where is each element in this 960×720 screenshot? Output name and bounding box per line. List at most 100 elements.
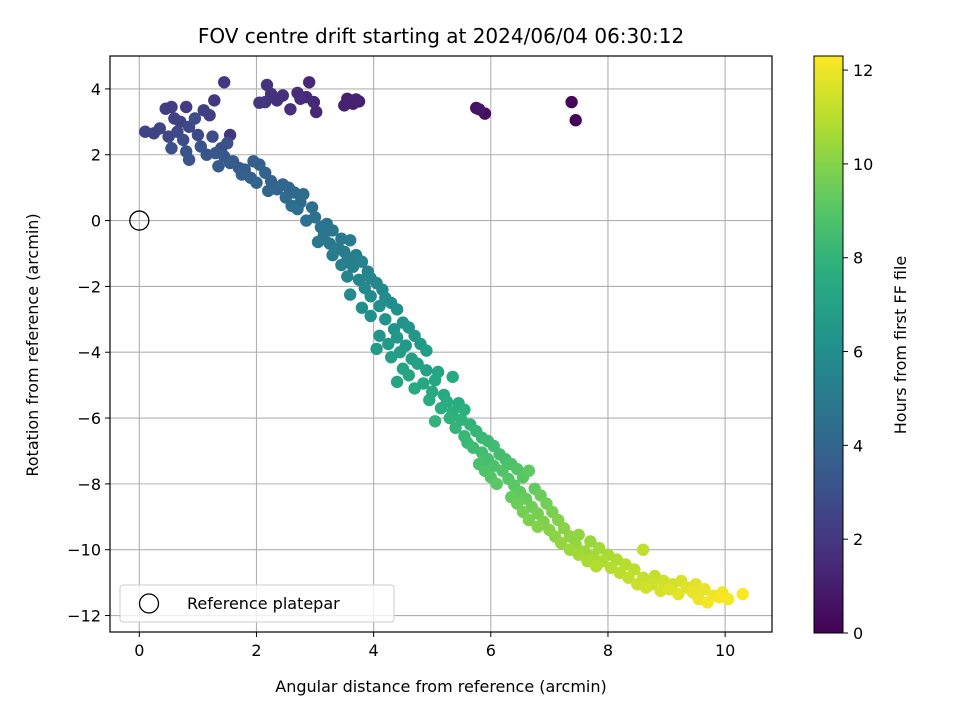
colorbar-tick-label: 2 (853, 530, 863, 549)
data-point (159, 102, 172, 115)
data-point (203, 109, 216, 122)
data-point (221, 137, 234, 150)
data-point (226, 155, 240, 168)
legend-frame (119, 584, 395, 623)
data-point (355, 301, 369, 314)
data-point (569, 114, 582, 127)
data-point (370, 342, 383, 356)
data-point (420, 344, 433, 357)
y-tick-label: −6 (77, 409, 101, 428)
data-point (701, 596, 714, 609)
data-point (446, 370, 459, 384)
data-point (326, 224, 339, 237)
data-point (565, 95, 578, 109)
y-tick-label: −8 (77, 475, 101, 494)
reference-marker-layer (129, 210, 150, 231)
x-tick-label: 8 (603, 641, 613, 660)
data-point (291, 202, 304, 216)
axis-ticks: 0 2 4 6 8 10 4 2 0 −2 −4 −6 −8 −10 −12 (67, 80, 735, 660)
colorbar-ticks: 0 2 4 6 8 10 12 (843, 61, 873, 643)
data-point (636, 543, 650, 556)
data-point (639, 581, 653, 594)
grid-lines (110, 56, 772, 632)
colorbar-tick-label: 8 (853, 249, 863, 268)
data-point (349, 93, 363, 106)
data-point (364, 290, 377, 303)
data-point (390, 303, 404, 316)
data-point (672, 587, 685, 601)
data-point (335, 258, 348, 272)
x-tick-label: 6 (486, 641, 496, 660)
data-point (428, 415, 442, 428)
data-point (572, 548, 585, 561)
data-point (443, 411, 456, 425)
y-tick-label: 0 (91, 212, 101, 231)
data-point (408, 382, 421, 395)
data-point (250, 176, 263, 189)
data-point (736, 587, 749, 601)
data-point (428, 374, 442, 387)
data-point (310, 105, 323, 119)
data-point (458, 403, 471, 416)
data-point (411, 357, 424, 370)
data-point (182, 153, 196, 166)
chart-title: FOV centre drift starting at 2024/06/04 … (198, 24, 684, 48)
data-point (390, 331, 404, 344)
plot-area-frame (109, 55, 773, 633)
data-point (206, 130, 219, 143)
colorbar-tick-label: 6 (853, 343, 863, 362)
x-tick-label: 0 (134, 641, 144, 660)
data-point (341, 270, 354, 283)
y-axis-label: Rotation from reference (arcmin) (23, 213, 42, 476)
data-point (379, 313, 392, 326)
data-point (284, 103, 297, 116)
data-point (139, 125, 152, 138)
data-point (253, 96, 266, 109)
data-point (531, 520, 544, 533)
data-point (311, 235, 325, 249)
data-point (180, 100, 193, 114)
data-point (622, 571, 635, 584)
data-point (390, 375, 404, 389)
y-tick-label: 2 (91, 146, 101, 165)
data-point (212, 160, 225, 173)
y-tick-label: −10 (67, 541, 101, 560)
data-point (490, 477, 503, 491)
data-point (449, 421, 462, 435)
colorbar-tick-label: 4 (853, 436, 863, 455)
data-point (698, 583, 711, 596)
data-point (382, 337, 395, 351)
data-point (305, 201, 319, 214)
colorbar (813, 55, 844, 634)
data-point (402, 369, 415, 382)
data-point (165, 142, 178, 155)
data-point (260, 78, 274, 92)
data-point (338, 99, 351, 112)
data-point (554, 536, 568, 550)
data-point (191, 128, 205, 142)
data-point (713, 591, 726, 604)
data-point (364, 309, 377, 323)
data-point (344, 288, 357, 301)
data-point (420, 364, 433, 377)
y-tick-label: −2 (77, 277, 101, 296)
data-point (208, 94, 221, 107)
data-point (300, 214, 313, 227)
data-point (373, 299, 386, 313)
data-point (385, 351, 398, 364)
data-point (326, 248, 339, 262)
data-point (291, 86, 304, 100)
y-tick-label: −4 (77, 343, 101, 362)
legend: Reference platepar (119, 584, 395, 623)
colorbar-tick-label: 0 (853, 624, 863, 643)
data-point (218, 76, 231, 89)
data-point (177, 133, 190, 147)
data-point (355, 255, 369, 268)
data-point (472, 103, 486, 116)
legend-label: Reference platepar (187, 594, 340, 613)
colorbar-tick-label: 12 (853, 61, 873, 80)
data-point (344, 234, 357, 247)
data-point (373, 329, 386, 342)
data-point (434, 402, 448, 415)
